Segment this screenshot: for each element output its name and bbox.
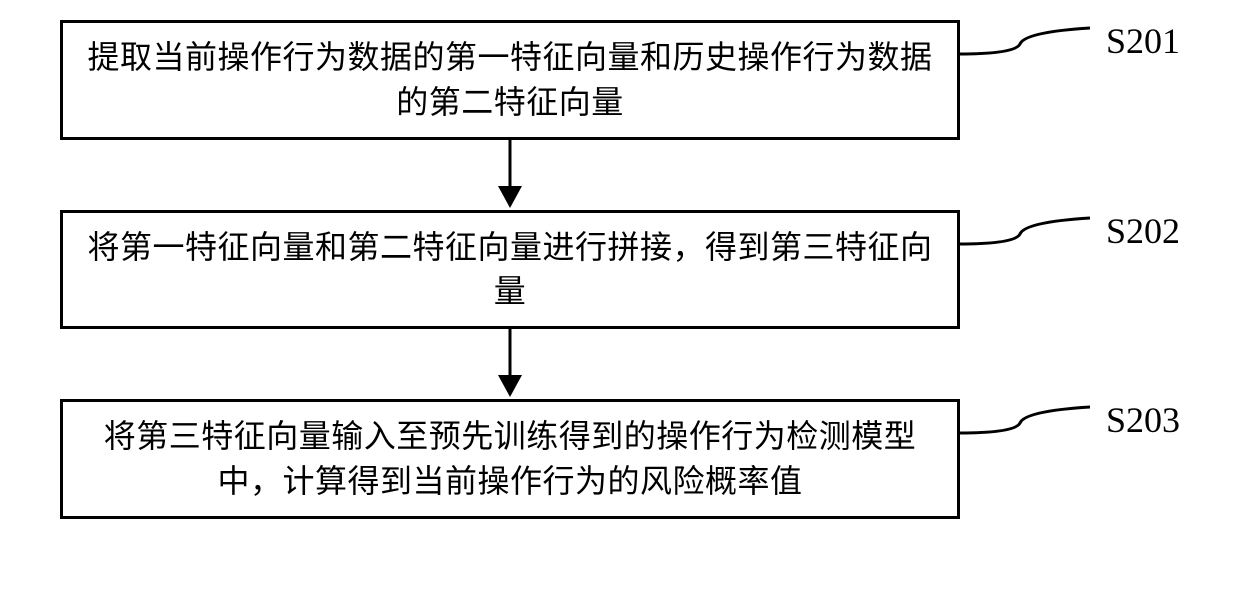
- step-box-s203: 将第三特征向量输入至预先训练得到的操作行为检测模型中，计算得到当前操作行为的风险…: [60, 399, 960, 519]
- label-connector-s202: [960, 204, 1090, 264]
- step-text: 将第一特征向量和第二特征向量进行拼接，得到第三特征向量: [87, 225, 933, 315]
- step-row-3: 将第三特征向量输入至预先训练得到的操作行为检测模型中，计算得到当前操作行为的风险…: [60, 399, 1180, 519]
- arrow-1-2: [60, 140, 960, 210]
- step-row-1: 提取当前操作行为数据的第一特征向量和历史操作行为数据的第二特征向量 S201: [60, 20, 1180, 140]
- step-row-2: 将第一特征向量和第二特征向量进行拼接，得到第三特征向量 S202: [60, 210, 1180, 330]
- step-box-s202: 将第一特征向量和第二特征向量进行拼接，得到第三特征向量: [60, 210, 960, 330]
- step-label-s203: S203: [1106, 399, 1180, 441]
- flowchart-container: 提取当前操作行为数据的第一特征向量和历史操作行为数据的第二特征向量 S201 将…: [60, 20, 1180, 519]
- step-text: 提取当前操作行为数据的第一特征向量和历史操作行为数据的第二特征向量: [87, 35, 933, 125]
- step-box-s201: 提取当前操作行为数据的第一特征向量和历史操作行为数据的第二特征向量: [60, 20, 960, 140]
- step-text: 将第三特征向量输入至预先训练得到的操作行为检测模型中，计算得到当前操作行为的风险…: [87, 414, 933, 504]
- step-label-s202: S202: [1106, 210, 1180, 252]
- label-connector-s203: [960, 393, 1090, 453]
- arrow-2-3: [60, 329, 960, 399]
- step-label-s201: S201: [1106, 20, 1180, 62]
- label-connector-s201: [960, 14, 1090, 74]
